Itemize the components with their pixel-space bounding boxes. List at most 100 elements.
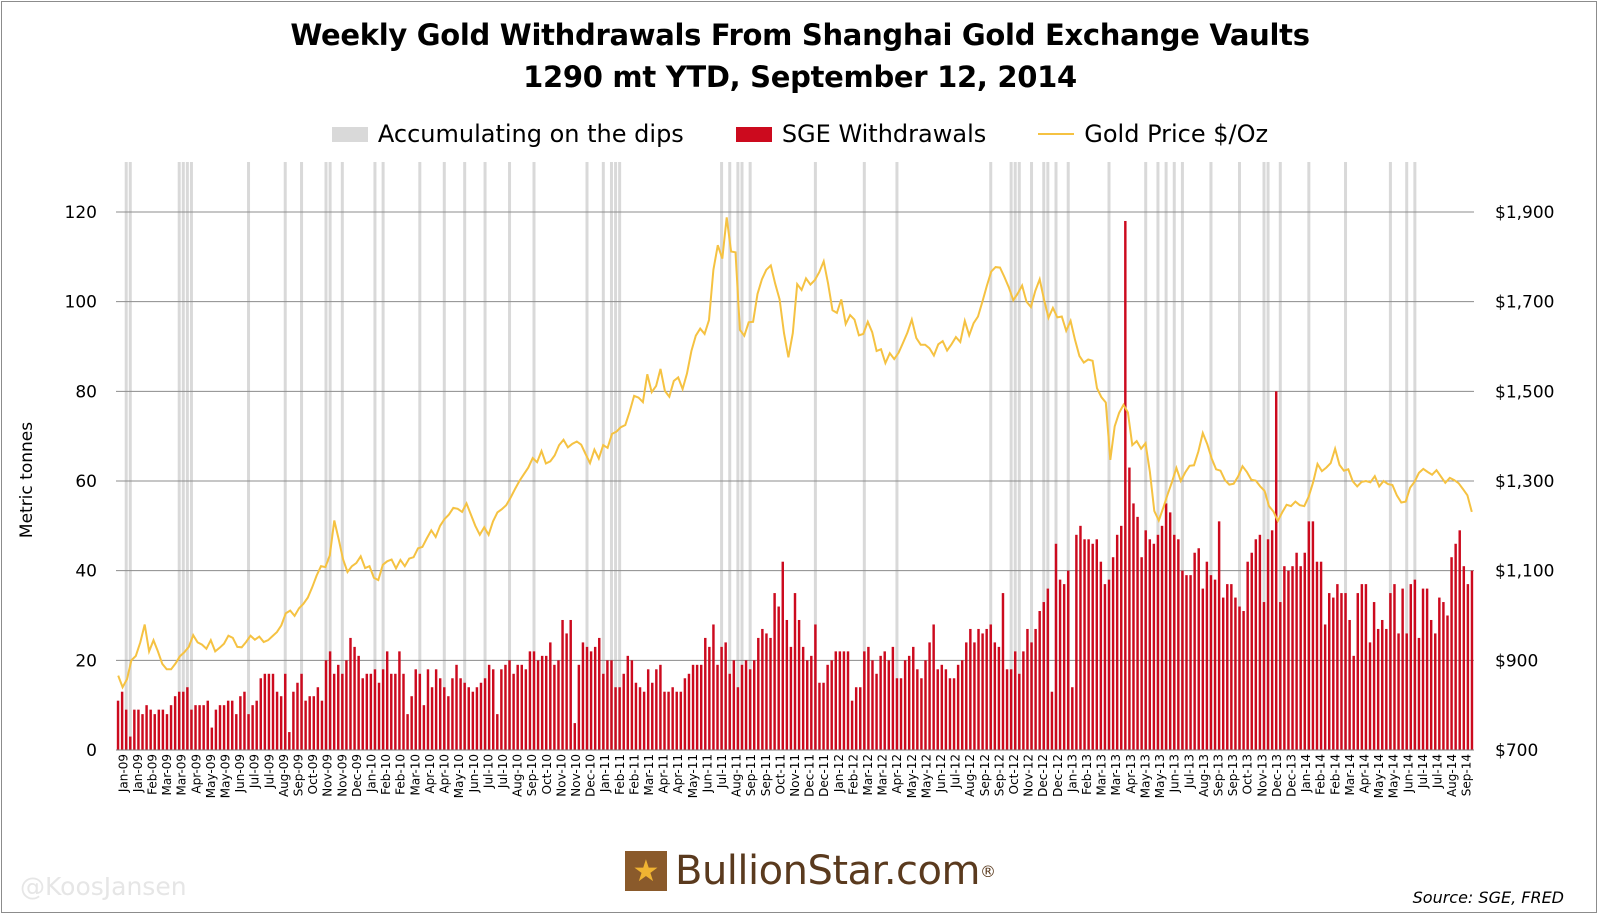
bar-229 bbox=[1050, 691, 1054, 750]
bar-291 bbox=[1303, 552, 1306, 750]
bar-158 bbox=[761, 628, 764, 750]
x-tick-label-59: Sep-12 bbox=[978, 754, 992, 796]
bar-193 bbox=[903, 660, 907, 750]
bar-195 bbox=[912, 646, 915, 750]
x-tick-label-45: Oct-11 bbox=[773, 754, 787, 794]
bar-219 bbox=[1009, 669, 1013, 750]
legend-swatch-dips bbox=[331, 126, 368, 142]
y-right-tick-6: $1,900 bbox=[1495, 203, 1554, 223]
y-right-tick-2: $1,100 bbox=[1495, 562, 1554, 582]
bar-265 bbox=[1197, 548, 1200, 750]
bar-232 bbox=[1062, 584, 1066, 750]
bar-72 bbox=[410, 696, 413, 750]
bar-66 bbox=[385, 651, 389, 750]
x-tick-label-62: Nov-12 bbox=[1022, 754, 1036, 797]
bar-86 bbox=[467, 687, 470, 750]
bar-67 bbox=[390, 673, 393, 750]
bar-287 bbox=[1287, 570, 1290, 750]
bar-303 bbox=[1352, 655, 1355, 750]
bar-21 bbox=[202, 705, 205, 750]
x-tick-label-89: Jul-14 bbox=[1416, 754, 1430, 789]
bar-28 bbox=[231, 700, 234, 750]
bar-249 bbox=[1132, 503, 1135, 750]
x-tick-label-20: Mar-10 bbox=[408, 754, 422, 795]
bar-275 bbox=[1238, 606, 1241, 750]
bar-129 bbox=[642, 691, 646, 750]
x-tick-label-81: Jan-14 bbox=[1299, 754, 1313, 793]
bar-76 bbox=[426, 669, 430, 750]
x-tick-label-65: Jan-13 bbox=[1065, 754, 1079, 793]
x-tick-label-22: Apr-10 bbox=[438, 754, 452, 794]
y-right-tick-3: $1,300 bbox=[1495, 472, 1554, 492]
bar-142 bbox=[695, 664, 699, 750]
bar-213 bbox=[985, 628, 988, 750]
bar-73 bbox=[414, 669, 417, 750]
bar-1 bbox=[120, 691, 124, 750]
bar-64 bbox=[377, 682, 381, 750]
x-tick-label-58: Aug-12 bbox=[963, 754, 977, 797]
bar-231 bbox=[1058, 579, 1062, 750]
y-left-tick-40: 40 bbox=[75, 562, 97, 582]
bar-168 bbox=[801, 646, 805, 750]
y-right-tick-1: $900 bbox=[1495, 651, 1538, 671]
bar-150 bbox=[728, 673, 731, 750]
x-tick-label-56: Jun-12 bbox=[934, 754, 948, 793]
bar-214 bbox=[989, 624, 992, 750]
bar-78 bbox=[434, 669, 438, 750]
bar-97 bbox=[512, 673, 515, 750]
x-tick-label-27: Aug-10 bbox=[511, 754, 525, 797]
bar-93 bbox=[496, 714, 499, 750]
bar-102 bbox=[532, 651, 536, 750]
bar-331 bbox=[1466, 584, 1470, 750]
x-tick-label-67: Mar-13 bbox=[1095, 754, 1109, 795]
bar-306 bbox=[1364, 584, 1368, 750]
x-tick-label-26: Jul-10 bbox=[496, 754, 510, 789]
x-tick-label-2: Feb-09 bbox=[146, 754, 160, 795]
bar-159 bbox=[765, 633, 768, 750]
bar-44 bbox=[296, 682, 299, 750]
bar-7 bbox=[145, 705, 148, 750]
bar-325 bbox=[1442, 602, 1445, 750]
watermark: @KoosJansen bbox=[20, 872, 187, 901]
bar-208 bbox=[965, 642, 968, 750]
bar-79 bbox=[438, 678, 442, 750]
bar-84 bbox=[459, 678, 462, 750]
bar-29 bbox=[235, 714, 238, 750]
bar-99 bbox=[520, 664, 523, 750]
x-tick-label-51: Mar-12 bbox=[861, 754, 875, 795]
x-tick-label-61: Oct-12 bbox=[1007, 754, 1021, 794]
x-tick-label-66: Feb-13 bbox=[1080, 754, 1094, 795]
bar-276 bbox=[1242, 611, 1245, 750]
bar-136 bbox=[671, 687, 674, 750]
bar-319 bbox=[1417, 637, 1421, 750]
bar-192 bbox=[899, 678, 903, 750]
bar-98 bbox=[516, 664, 519, 750]
chart-subtitle: 1290 mt YTD, September 12, 2014 bbox=[523, 60, 1077, 94]
x-tick-label-39: May-11 bbox=[686, 754, 700, 798]
bar-282 bbox=[1266, 539, 1270, 750]
x-tick-label-84: Mar-14 bbox=[1343, 754, 1357, 795]
x-tick-label-24: Jun-10 bbox=[467, 754, 481, 793]
bar-234 bbox=[1071, 687, 1074, 750]
bar-326 bbox=[1446, 615, 1449, 750]
bar-182 bbox=[859, 687, 862, 750]
x-tick-label-28: Sep-10 bbox=[525, 754, 539, 796]
bar-155 bbox=[748, 669, 752, 750]
x-tick-label-48: Dec-11 bbox=[817, 754, 831, 797]
bar-56 bbox=[345, 660, 348, 750]
source-note: Source: SGE, FRED bbox=[1412, 888, 1564, 907]
bar-321 bbox=[1425, 588, 1429, 750]
x-tick-label-52: Mar-12 bbox=[876, 754, 890, 795]
bar-122 bbox=[614, 687, 617, 750]
x-tick-label-50: Feb-12 bbox=[846, 754, 860, 795]
y-right-tick-5: $1,700 bbox=[1495, 293, 1554, 313]
x-tick-label-43: Sep-11 bbox=[744, 754, 758, 796]
bar-217 bbox=[1001, 593, 1005, 750]
bar-111 bbox=[569, 619, 572, 750]
bar-210 bbox=[973, 642, 976, 750]
bar-148 bbox=[720, 646, 723, 750]
bar-140 bbox=[687, 673, 691, 750]
bar-297 bbox=[1328, 593, 1331, 750]
bar-177 bbox=[838, 651, 842, 750]
bar-91 bbox=[487, 664, 491, 750]
